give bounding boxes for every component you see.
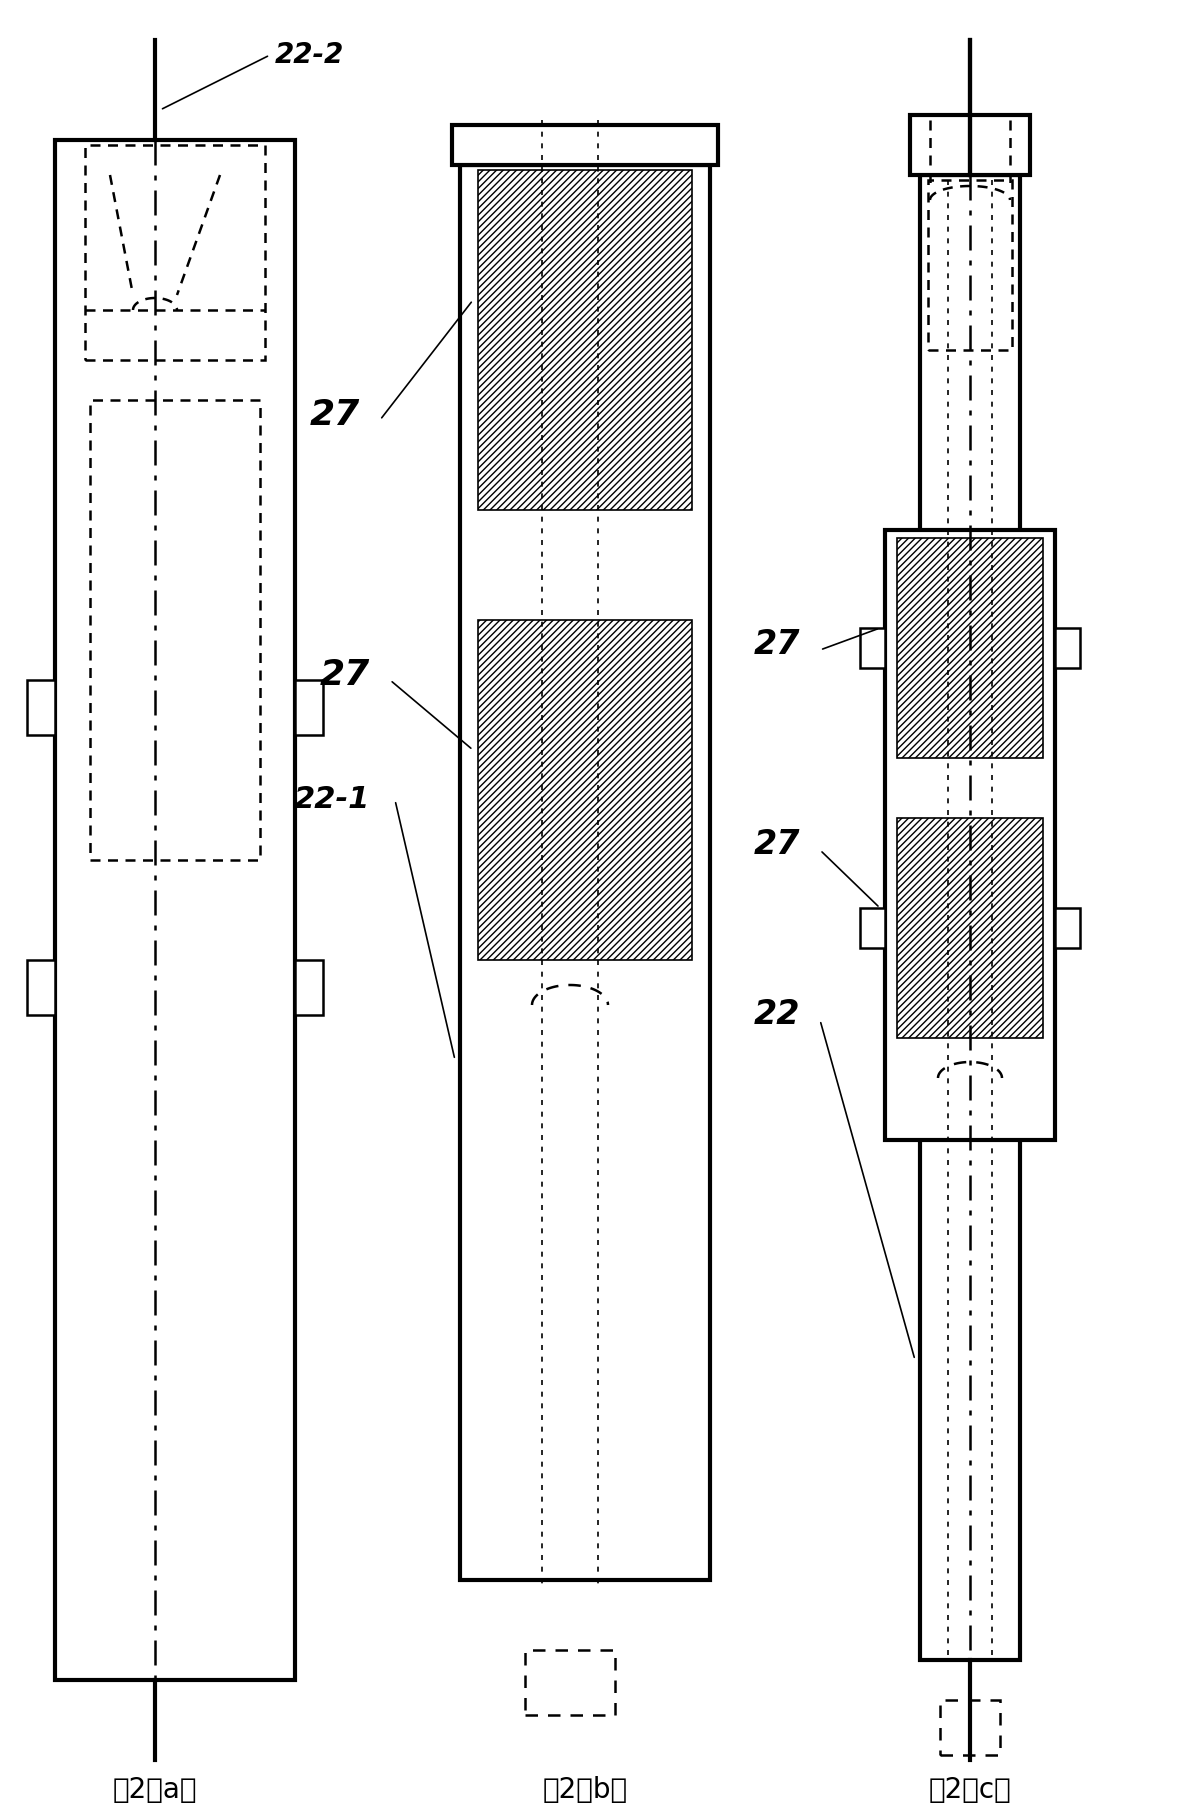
Text: 27: 27 <box>320 659 370 692</box>
Bar <box>940 1700 1000 1754</box>
Text: 22-2: 22-2 <box>275 42 345 69</box>
Bar <box>897 817 1043 1037</box>
Bar <box>920 175 1020 1660</box>
Bar <box>460 166 710 1580</box>
Bar <box>90 400 260 861</box>
Bar <box>478 169 692 510</box>
Text: 22-1: 22-1 <box>294 786 370 815</box>
Text: 27: 27 <box>754 628 800 661</box>
Bar <box>897 539 1043 757</box>
Bar <box>295 681 323 735</box>
Text: 27: 27 <box>754 828 800 861</box>
Bar <box>897 817 1043 1037</box>
Bar <box>55 140 295 1680</box>
Bar <box>478 621 692 959</box>
Text: 图2（c）: 图2（c） <box>929 1776 1012 1804</box>
Text: 图2（a）: 图2（a） <box>113 1776 197 1804</box>
Bar <box>885 530 1055 1139</box>
Text: 图2（b）: 图2（b） <box>542 1776 628 1804</box>
Bar <box>927 180 1012 349</box>
Bar <box>897 539 1043 757</box>
Bar <box>27 681 55 735</box>
Bar <box>478 621 692 959</box>
Bar <box>860 628 885 668</box>
Bar <box>27 959 55 1016</box>
Text: 27: 27 <box>310 399 360 431</box>
Text: 22: 22 <box>754 999 800 1032</box>
Bar <box>860 908 885 948</box>
Bar <box>478 169 692 510</box>
Bar <box>526 1651 615 1714</box>
Bar <box>1055 628 1080 668</box>
Bar <box>295 959 323 1016</box>
Bar <box>452 126 718 166</box>
Bar <box>84 146 265 360</box>
Bar <box>1055 908 1080 948</box>
Bar <box>910 115 1030 175</box>
